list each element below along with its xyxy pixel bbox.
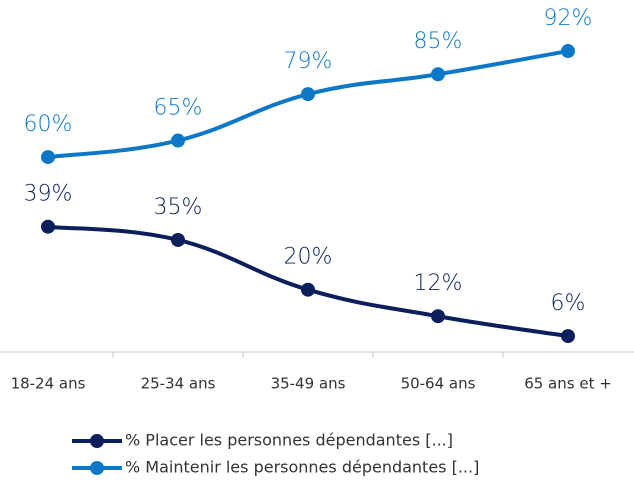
data-point [431,309,445,324]
data-point [561,329,575,344]
data-point [41,219,55,234]
data-point [561,44,575,59]
data-label: 60% [24,112,73,137]
legend-marker [90,461,104,475]
x-tick-label: 65 ans et + [524,375,612,393]
x-tick-label: 50-64 ans [401,375,476,393]
data-point [41,150,55,165]
data-label: 39% [24,182,73,207]
data-label: 6% [551,291,586,316]
x-tick-label: 25-34 ans [141,375,216,393]
data-point [171,232,185,247]
data-label: 12% [414,271,463,296]
data-label: 79% [284,49,333,74]
legend-label: % Maintenir les personnes dépendantes [.… [125,458,479,477]
data-point [301,87,315,102]
data-label: 20% [284,245,333,270]
data-label: 65% [154,96,203,121]
x-tick-label: 18-24 ans [11,375,86,393]
data-label: 35% [154,195,203,220]
data-label: 85% [414,29,463,54]
data-point [171,133,185,148]
legend-label: % Placer les personnes dépendantes [...] [125,431,453,450]
data-label: 92% [544,6,593,31]
data-point [431,67,445,82]
data-point [301,282,315,297]
legend-marker [90,434,104,448]
series-line [47,224,569,339]
x-tick-label: 35-49 ans [271,375,346,393]
